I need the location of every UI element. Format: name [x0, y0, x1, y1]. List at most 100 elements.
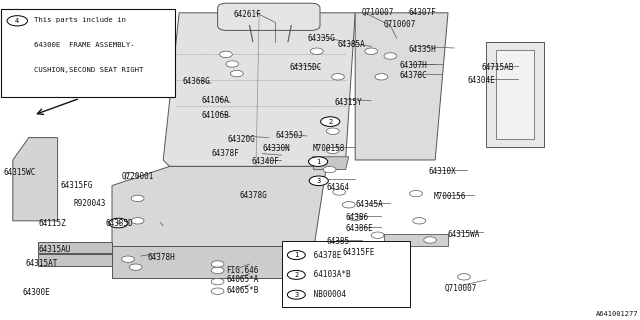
Circle shape [365, 48, 378, 54]
Polygon shape [163, 13, 355, 166]
Text: NB00004: NB00004 [309, 290, 346, 299]
Circle shape [220, 51, 232, 58]
Circle shape [321, 117, 340, 126]
Polygon shape [38, 242, 112, 253]
Circle shape [131, 218, 144, 224]
Circle shape [109, 218, 128, 228]
Text: This parts include in: This parts include in [34, 17, 126, 23]
Text: 64378G: 64378G [240, 191, 268, 200]
Circle shape [287, 251, 305, 260]
Text: 64307F: 64307F [408, 8, 436, 17]
Circle shape [211, 288, 224, 294]
Text: 64350J: 64350J [275, 132, 303, 140]
Text: FRONT: FRONT [54, 83, 79, 102]
Text: 64106A: 64106A [202, 96, 229, 105]
Text: 64378C: 64378C [400, 71, 428, 80]
Text: 64378E: 64378E [309, 251, 342, 260]
Text: R920043: R920043 [74, 199, 106, 208]
Circle shape [7, 16, 28, 26]
Text: 64315AU: 64315AU [38, 245, 71, 254]
Text: 64315Y: 64315Y [335, 98, 362, 107]
Polygon shape [384, 234, 448, 246]
Circle shape [211, 278, 224, 285]
Text: 64315WA: 64315WA [448, 230, 481, 239]
Text: 64386: 64386 [346, 213, 369, 222]
Circle shape [211, 261, 224, 267]
Text: CUSHION,SECOND SEAT RIGHT: CUSHION,SECOND SEAT RIGHT [34, 67, 143, 73]
Circle shape [230, 70, 243, 77]
Polygon shape [224, 10, 314, 26]
Text: 2: 2 [294, 272, 298, 278]
Text: 1: 1 [294, 252, 298, 258]
Polygon shape [312, 157, 349, 170]
Text: 64335H: 64335H [408, 45, 436, 54]
Circle shape [125, 173, 138, 179]
Text: 64310X: 64310X [429, 167, 456, 176]
Text: 64330N: 64330N [262, 144, 290, 153]
Text: 64103A*B: 64103A*B [309, 270, 351, 279]
Text: 64364: 64364 [326, 183, 349, 192]
Text: Q710007: Q710007 [362, 8, 394, 17]
Text: 64315AT: 64315AT [26, 260, 58, 268]
Polygon shape [486, 42, 544, 147]
Text: 64715AB: 64715AB [481, 63, 514, 72]
Text: 64335G: 64335G [307, 34, 335, 43]
Text: 64106B: 64106B [202, 111, 229, 120]
Polygon shape [112, 246, 314, 278]
Circle shape [323, 166, 336, 173]
Circle shape [310, 48, 323, 54]
Circle shape [375, 74, 388, 80]
Text: 64304E: 64304E [467, 76, 495, 85]
Circle shape [326, 128, 339, 134]
Text: 64307H: 64307H [400, 61, 428, 70]
Text: Q710007: Q710007 [384, 20, 417, 28]
Circle shape [333, 189, 346, 195]
Circle shape [287, 270, 305, 279]
Text: 64315DC: 64315DC [289, 63, 322, 72]
Circle shape [371, 232, 384, 238]
Circle shape [332, 74, 344, 80]
Circle shape [326, 147, 339, 154]
Circle shape [287, 290, 305, 299]
Text: FIG.646: FIG.646 [227, 266, 259, 275]
Polygon shape [13, 138, 58, 221]
Circle shape [349, 214, 362, 221]
Text: 64300E: 64300E [22, 288, 50, 297]
FancyBboxPatch shape [1, 9, 175, 97]
Text: Q710007: Q710007 [445, 284, 477, 292]
Text: 4: 4 [15, 18, 19, 24]
Text: 64065*A: 64065*A [227, 276, 259, 284]
Text: 64315WC: 64315WC [3, 168, 36, 177]
Text: 1: 1 [316, 159, 320, 164]
Polygon shape [112, 166, 326, 250]
Text: 64345A: 64345A [355, 200, 383, 209]
Circle shape [308, 157, 328, 166]
Polygon shape [496, 50, 534, 139]
Text: M700156: M700156 [434, 192, 467, 201]
Text: 64340F: 64340F [252, 157, 279, 166]
Circle shape [413, 218, 426, 224]
Text: Q720001: Q720001 [122, 172, 154, 180]
Circle shape [211, 267, 224, 274]
Circle shape [131, 195, 144, 202]
Text: 64315FE: 64315FE [342, 248, 375, 257]
Text: 64261F: 64261F [234, 10, 261, 19]
FancyBboxPatch shape [218, 3, 320, 30]
Text: A641001277: A641001277 [596, 311, 639, 317]
Text: 64386E: 64386E [346, 224, 373, 233]
Text: 64335D: 64335D [106, 220, 133, 228]
Text: 64378H: 64378H [147, 253, 175, 262]
Circle shape [226, 61, 239, 67]
Text: M700158: M700158 [312, 144, 345, 153]
Circle shape [129, 264, 142, 270]
Text: 64115Z: 64115Z [38, 220, 66, 228]
FancyBboxPatch shape [282, 241, 410, 307]
Text: 64385A: 64385A [337, 40, 365, 49]
Text: 64385: 64385 [326, 237, 349, 246]
Text: 2: 2 [328, 119, 332, 124]
Text: 3: 3 [317, 178, 321, 184]
Text: 3: 3 [294, 292, 298, 298]
Text: 64320G: 64320G [227, 135, 255, 144]
Text: 64300E  FRAME ASSEMBLY-: 64300E FRAME ASSEMBLY- [34, 42, 134, 48]
Circle shape [410, 190, 422, 197]
